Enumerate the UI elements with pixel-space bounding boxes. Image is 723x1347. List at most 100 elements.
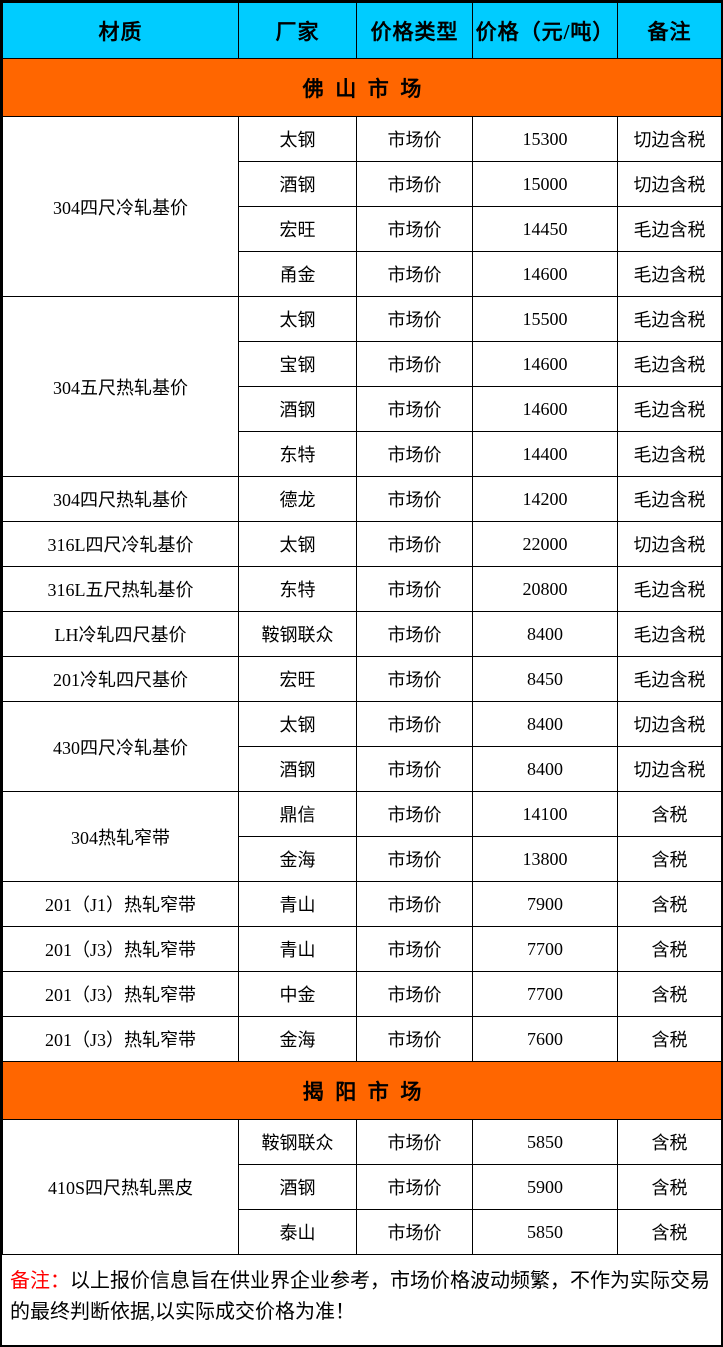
price-cell: 14600 xyxy=(472,341,618,387)
price-cell: 8450 xyxy=(472,656,618,702)
section-title: 佛山市场 xyxy=(2,58,721,117)
remark-cell: 含税 xyxy=(617,836,721,882)
price-type-cell: 市场价 xyxy=(356,656,473,702)
price-cell: 13800 xyxy=(472,836,618,882)
price-cell: 5850 xyxy=(472,1119,618,1165)
table-row: 304四尺热轧基价 德龙 市场价 14200 毛边含税 xyxy=(2,476,721,522)
table-row: 430四尺冷轧基价 太钢 市场价 8400 切边含税 xyxy=(2,701,721,792)
remark-cell: 毛边含税 xyxy=(617,206,721,252)
vendor-cell: 太钢 xyxy=(238,116,357,162)
remark-cell: 含税 xyxy=(617,926,721,972)
remark-cell: 含税 xyxy=(617,1016,721,1062)
remark-cell: 切边含税 xyxy=(617,116,721,162)
table-row: 304热轧窄带 鼎信 市场价 14100 含税 xyxy=(2,791,721,882)
vendor-cell: 金海 xyxy=(238,1016,357,1062)
material-cell: 304四尺热轧基价 xyxy=(2,476,239,522)
table-row: 酒钢 市场价 8400 切边含税 xyxy=(3,746,721,792)
price-type-cell: 市场价 xyxy=(356,476,473,522)
remark-cell: 毛边含税 xyxy=(617,431,721,477)
material-cell: 316L五尺热轧基价 xyxy=(2,566,239,612)
vendor-cell: 甬金 xyxy=(238,251,357,297)
table-row: 201（J1）热轧窄带 青山 市场价 7900 含税 xyxy=(2,881,721,927)
footer-note: 备注：以上报价信息旨在供业界企业参考，市场价格波动频繁，不作为实际交易的最终判断… xyxy=(2,1255,721,1345)
vendor-cell: 酒钢 xyxy=(238,386,357,432)
vendor-cell: 太钢 xyxy=(238,296,357,342)
price-type-cell: 市场价 xyxy=(356,251,473,297)
price-cell: 14600 xyxy=(472,251,618,297)
footer-note-text: 以上报价信息旨在供业界企业参考，市场价格波动频繁，不作为实际交易的最终判断依据,… xyxy=(10,1270,710,1323)
section-title: 揭阳市场 xyxy=(2,1061,721,1120)
price-cell: 7700 xyxy=(472,926,618,972)
table-row: 酒钢 市场价 14600 毛边含税 xyxy=(3,386,721,432)
remark-cell: 毛边含税 xyxy=(617,341,721,387)
remark-cell: 含税 xyxy=(617,1164,721,1210)
column-header: 备注 xyxy=(617,2,721,59)
price-cell: 5850 xyxy=(472,1209,618,1255)
vendor-cell: 酒钢 xyxy=(238,746,357,792)
remark-cell: 切边含税 xyxy=(617,701,721,747)
vendor-cell: 酒钢 xyxy=(238,1164,357,1210)
table-row: 东特 市场价 14400 毛边含税 xyxy=(3,431,721,477)
vendor-cell: 东特 xyxy=(238,431,357,477)
remark-cell: 毛边含税 xyxy=(617,386,721,432)
material-cell: 316L四尺冷轧基价 xyxy=(2,521,239,567)
price-type-cell: 市场价 xyxy=(356,971,473,1017)
price-cell: 14400 xyxy=(472,431,618,477)
price-type-cell: 市场价 xyxy=(356,926,473,972)
remark-cell: 毛边含税 xyxy=(617,296,721,342)
price-cell: 14200 xyxy=(472,476,618,522)
vendor-cell: 宝钢 xyxy=(238,341,357,387)
price-type-cell: 市场价 xyxy=(356,341,473,387)
price-cell: 14600 xyxy=(472,386,618,432)
table-row: 316L四尺冷轧基价 太钢 市场价 22000 切边含税 xyxy=(2,521,721,567)
price-type-cell: 市场价 xyxy=(356,881,473,927)
remark-cell: 含税 xyxy=(617,791,721,837)
table-row: 304五尺热轧基价 太钢 市场价 15500 毛边含税 xyxy=(2,296,721,477)
remark-cell: 毛边含税 xyxy=(617,566,721,612)
column-header: 厂家 xyxy=(238,2,357,59)
price-type-cell: 市场价 xyxy=(356,611,473,657)
table-row: 304四尺冷轧基价 太钢 市场价 15300 切边含税 xyxy=(2,116,721,297)
price-type-cell: 市场价 xyxy=(356,1209,473,1255)
remark-cell: 含税 xyxy=(617,881,721,927)
price-cell: 20800 xyxy=(472,566,618,612)
material-cell: 201（J3）热轧窄带 xyxy=(2,1016,239,1062)
vendor-cell: 中金 xyxy=(238,971,357,1017)
material-cell: 201（J1）热轧窄带 xyxy=(2,881,239,927)
material-cell: LH冷轧四尺基价 xyxy=(2,611,239,657)
vendor-cell: 泰山 xyxy=(238,1209,357,1255)
vendor-cell: 德龙 xyxy=(238,476,357,522)
vendor-cell: 鼎信 xyxy=(238,791,357,837)
price-type-cell: 市场价 xyxy=(356,296,473,342)
remark-cell: 含税 xyxy=(617,971,721,1017)
price-cell: 7700 xyxy=(472,971,618,1017)
price-cell: 8400 xyxy=(472,611,618,657)
header-row: 材质 厂家 价格类型 价格（元/吨） 备注 xyxy=(2,2,721,59)
table-row: LH冷轧四尺基价 鞍钢联众 市场价 8400 毛边含税 xyxy=(2,611,721,657)
price-type-cell: 市场价 xyxy=(356,836,473,882)
section-row: 揭阳市场 xyxy=(2,1061,721,1120)
material-cell: 304热轧窄带 xyxy=(2,791,239,882)
column-header: 价格（元/吨） xyxy=(472,2,618,59)
price-cell: 5900 xyxy=(472,1164,618,1210)
vendor-cell: 太钢 xyxy=(238,521,357,567)
price-type-cell: 市场价 xyxy=(356,521,473,567)
price-table: 材质 厂家 价格类型 价格（元/吨） 备注 佛山市场 304四尺冷轧基价 太钢 市场价 1530… xyxy=(2,2,721,1255)
table-row: 201冷轧四尺基价 宏旺 市场价 8450 毛边含税 xyxy=(2,656,721,702)
material-cell: 430四尺冷轧基价 xyxy=(2,701,239,792)
price-cell: 22000 xyxy=(472,521,618,567)
vendor-cell: 宏旺 xyxy=(238,656,357,702)
section-row: 佛山市场 xyxy=(2,58,721,117)
price-type-cell: 市场价 xyxy=(356,791,473,837)
price-cell: 15000 xyxy=(472,161,618,207)
remark-cell: 切边含税 xyxy=(617,521,721,567)
table-row: 201（J3）热轧窄带 中金 市场价 7700 含税 xyxy=(2,971,721,1017)
price-type-cell: 市场价 xyxy=(356,116,473,162)
vendor-cell: 鞍钢联众 xyxy=(238,611,357,657)
vendor-cell: 鞍钢联众 xyxy=(238,1119,357,1165)
material-cell: 201（J3）热轧窄带 xyxy=(2,971,239,1017)
table-row: 甬金 市场价 14600 毛边含税 xyxy=(3,251,721,297)
material-cell: 304五尺热轧基价 xyxy=(2,296,239,477)
table-row: 201（J3）热轧窄带 金海 市场价 7600 含税 xyxy=(2,1016,721,1062)
